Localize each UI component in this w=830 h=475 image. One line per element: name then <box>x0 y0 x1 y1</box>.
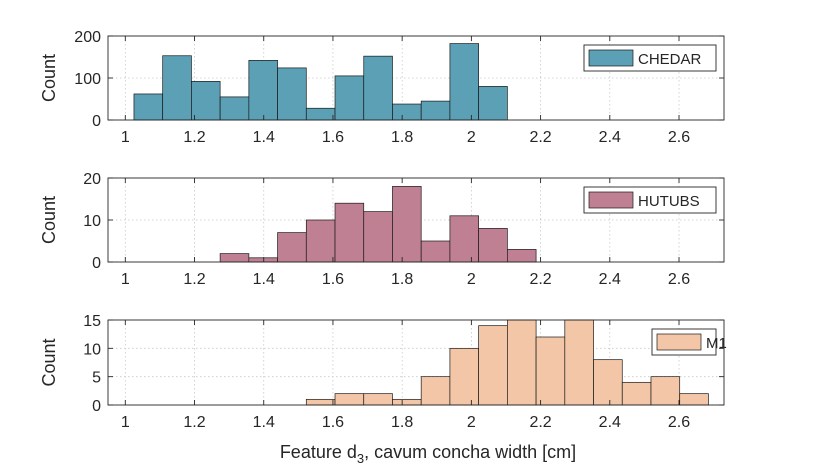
x-tick-label: 1.8 <box>391 414 413 431</box>
histogram-bar <box>219 253 250 263</box>
histogram-bar <box>420 100 451 121</box>
legend-label: CHEDAR <box>638 51 702 68</box>
legend-label: HUTUBS <box>638 193 700 210</box>
x-tick-label: 1 <box>121 129 130 146</box>
histogram-bar <box>593 359 623 406</box>
histogram-bar <box>277 232 307 263</box>
histogram-bar <box>248 60 278 121</box>
legend: CHEDAR <box>583 44 717 72</box>
x-tick-label: 1 <box>121 414 130 431</box>
y-tick-label: 0 <box>92 113 101 130</box>
legend-swatch <box>656 333 702 351</box>
histogram-bar <box>334 75 365 121</box>
histogram-panel-2: 1 1.2 1.4 1.6 1.8 2 2.2 2.4 2.6 0 10 20 Count HUTUBS <box>39 171 725 288</box>
histogram-bar <box>363 393 393 406</box>
y-tick-label: 5 <box>92 370 101 387</box>
histogram-bar <box>392 103 422 121</box>
x-tick-label: 2 <box>467 129 476 146</box>
x-tick-label: 2.6 <box>668 129 690 146</box>
x-tick-label: 1.2 <box>183 414 205 431</box>
y-tick-label: 10 <box>83 213 101 230</box>
x-tick-label: 1.4 <box>253 271 275 288</box>
x-tick-label: 2.2 <box>529 271 551 288</box>
histogram-bar <box>305 107 336 121</box>
legend-label: M1 <box>706 335 727 352</box>
y-tick-label: 10 <box>83 341 101 358</box>
histogram-bar <box>507 319 537 406</box>
histogram-panel-3: 1 1.2 1.4 1.6 1.8 2 2.2 2.4 2.6 0 5 10 15 Count M1 Feat… <box>39 313 727 466</box>
histogram-bar <box>277 67 307 121</box>
histogram-bar <box>478 86 508 121</box>
histogram-bar <box>392 398 422 406</box>
histogram-bar <box>363 211 393 263</box>
y-tick-label: 100 <box>74 71 101 88</box>
x-tick-label: 1.6 <box>322 129 344 146</box>
histogram-bar <box>334 393 365 406</box>
x-tick-label: 2 <box>467 271 476 288</box>
histogram-bar <box>650 376 681 406</box>
x-tick-label: 1.6 <box>322 271 344 288</box>
x-tick-label: 2.2 <box>529 129 551 146</box>
x-tick-label: 2.6 <box>668 414 690 431</box>
histogram-bar <box>219 96 250 121</box>
x-tick-label: 1.2 <box>183 129 205 146</box>
legend-box <box>583 44 717 72</box>
x-tick-label: 2.4 <box>599 271 621 288</box>
legend: M1 <box>651 328 727 356</box>
histogram-bar <box>392 186 422 263</box>
histogram-bar <box>507 249 537 263</box>
histogram-bar <box>535 336 566 406</box>
y-axis-label: Count <box>39 196 59 244</box>
y-tick-label: 0 <box>92 255 101 272</box>
histogram-bar <box>478 325 508 406</box>
legend-swatch <box>588 49 634 67</box>
y-tick-label: 200 <box>74 29 101 46</box>
histogram-bar <box>420 240 451 263</box>
histogram-bar <box>162 55 192 121</box>
x-tick-label: 2.4 <box>599 414 621 431</box>
x-tick-label: 2.6 <box>668 271 690 288</box>
histogram-bar <box>449 215 479 263</box>
x-tick-label: 1.4 <box>253 129 275 146</box>
histogram-bar <box>679 393 709 406</box>
histogram-panel-1: 1 1.2 1.4 1.6 1.8 2 2.2 2.4 2.6 0 100 200 Count CHEDA… <box>39 29 725 146</box>
histogram-bar <box>334 202 365 263</box>
x-axis-label: Feature d3, cavum concha width [cm] <box>280 442 576 466</box>
y-tick-label: 0 <box>92 398 101 415</box>
histogram-bar <box>248 257 278 263</box>
y-tick-label: 20 <box>83 171 101 188</box>
histogram-bar <box>305 398 336 406</box>
histogram-bar <box>420 376 451 406</box>
histogram-bar <box>191 81 221 121</box>
x-tick-label: 1.8 <box>391 129 413 146</box>
legend: HUTUBS <box>583 186 717 214</box>
x-tick-label: 1.6 <box>322 414 344 431</box>
x-tick-label: 2.4 <box>599 129 621 146</box>
y-axis-label: Count <box>39 54 59 102</box>
histogram-bar <box>449 43 479 121</box>
y-tick-label: 15 <box>83 313 101 330</box>
histogram-bar <box>305 219 336 263</box>
histogram-bar <box>449 347 479 406</box>
histogram-bar <box>621 381 652 406</box>
axes-frame <box>107 319 725 406</box>
x-tick-label: 2.2 <box>529 414 551 431</box>
histogram-bar <box>564 319 594 406</box>
y-axis-label: Count <box>39 338 59 386</box>
histogram-bar <box>478 228 508 263</box>
x-tick-label: 1.4 <box>253 414 275 431</box>
histogram-bar <box>133 93 164 121</box>
x-tick-label: 1 <box>121 271 130 288</box>
x-tick-label: 1.2 <box>183 271 205 288</box>
x-tick-label: 2 <box>467 414 476 431</box>
x-tick-label: 1.8 <box>391 271 413 288</box>
legend-swatch <box>588 191 634 209</box>
histogram-bar <box>363 55 393 121</box>
